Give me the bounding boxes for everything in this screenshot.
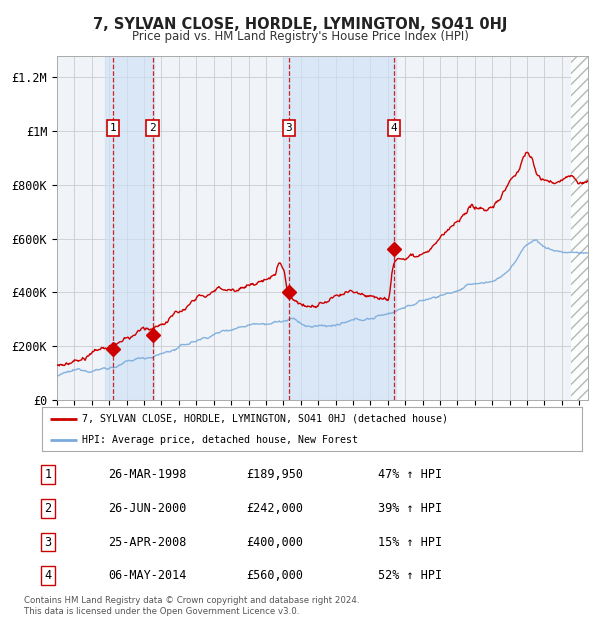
- Text: HPI: Average price, detached house, New Forest: HPI: Average price, detached house, New …: [83, 435, 359, 445]
- Text: Contains HM Land Registry data © Crown copyright and database right 2024.
This d: Contains HM Land Registry data © Crown c…: [24, 596, 359, 616]
- Text: 15% ↑ HPI: 15% ↑ HPI: [378, 536, 442, 549]
- Text: £400,000: £400,000: [246, 536, 303, 549]
- Text: 4: 4: [391, 123, 397, 133]
- Text: 2: 2: [44, 502, 52, 515]
- Text: Price paid vs. HM Land Registry's House Price Index (HPI): Price paid vs. HM Land Registry's House …: [131, 30, 469, 43]
- Text: 26-MAR-1998: 26-MAR-1998: [108, 468, 187, 481]
- Text: 7, SYLVAN CLOSE, HORDLE, LYMINGTON, SO41 0HJ (detached house): 7, SYLVAN CLOSE, HORDLE, LYMINGTON, SO41…: [83, 414, 449, 424]
- Text: 47% ↑ HPI: 47% ↑ HPI: [378, 468, 442, 481]
- Text: 1: 1: [110, 123, 116, 133]
- Text: 4: 4: [44, 569, 52, 582]
- Text: £189,950: £189,950: [246, 468, 303, 481]
- Text: 52% ↑ HPI: 52% ↑ HPI: [378, 569, 442, 582]
- Bar: [283, 56, 395, 400]
- Text: £560,000: £560,000: [246, 569, 303, 582]
- Text: 26-JUN-2000: 26-JUN-2000: [108, 502, 187, 515]
- Text: 3: 3: [286, 123, 292, 133]
- Text: 39% ↑ HPI: 39% ↑ HPI: [378, 502, 442, 515]
- Text: £242,000: £242,000: [246, 502, 303, 515]
- Text: 1: 1: [44, 468, 52, 481]
- Text: 7, SYLVAN CLOSE, HORDLE, LYMINGTON, SO41 0HJ: 7, SYLVAN CLOSE, HORDLE, LYMINGTON, SO41…: [93, 17, 507, 32]
- Text: 3: 3: [44, 536, 52, 549]
- Text: 2: 2: [149, 123, 156, 133]
- Bar: [105, 56, 154, 400]
- Text: 25-APR-2008: 25-APR-2008: [108, 536, 187, 549]
- Text: 06-MAY-2014: 06-MAY-2014: [108, 569, 187, 582]
- Bar: [571, 56, 588, 400]
